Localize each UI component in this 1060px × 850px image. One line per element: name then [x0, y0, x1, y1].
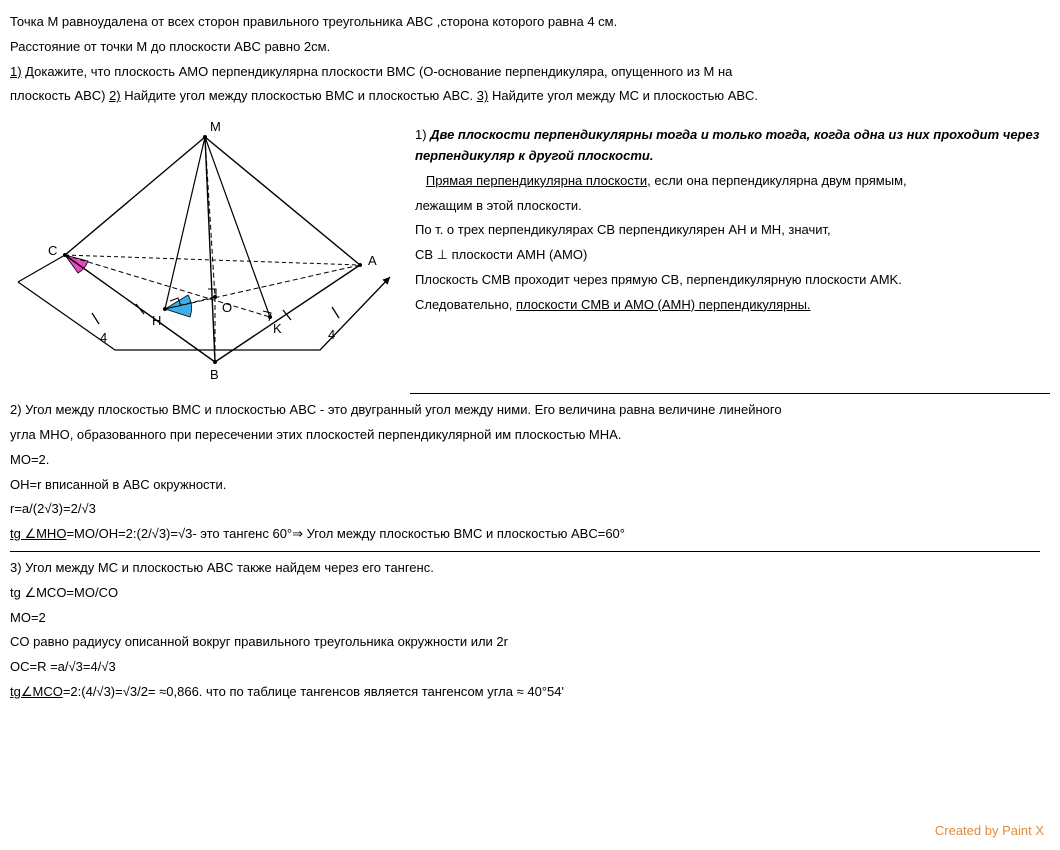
q-text: Найдите угол между плоскостью BMC и плос… [121, 88, 477, 103]
svg-text:A: A [368, 253, 377, 268]
sol-line: Плоскость CMB проходит через прямую CB, … [415, 270, 1050, 291]
footer-credit: Created by Paint X [935, 821, 1044, 842]
sol-num: 1) [415, 127, 430, 142]
problem-statement: Точка М равноудалена от всех сторон прав… [10, 12, 1050, 107]
sol-line: лежащим в этой плоскости. [415, 196, 1050, 217]
sol-line: угла MHO, образованного при пересечении … [10, 425, 1050, 446]
problem-line: Расстояние от точки М до плоскости ABC р… [10, 37, 1050, 58]
q-label: 3) [477, 88, 489, 103]
solution-1: 1) Две плоскости перпендикулярны тогда и… [415, 117, 1050, 319]
svg-text:B: B [210, 367, 219, 382]
q-text: Докажите, что плоскость AMO перпендикуля… [22, 64, 733, 79]
svg-text:K: K [273, 321, 282, 336]
sol-line: 2) Угол между плоскостью BMC и плоскость… [10, 400, 1050, 421]
q-text: Найдите угол между MC и плоскостью ABC. [488, 88, 758, 103]
q-cont: плоскость ABC) [10, 88, 109, 103]
sol-line: r=a/(2√3)=2/√3 [10, 499, 1050, 520]
sol-u: tg∠MCO [10, 684, 63, 699]
sol-line: CO равно радиусу описанной вокруг правил… [10, 632, 1050, 653]
svg-text:C: C [48, 243, 57, 258]
sol-line: MO=2. [10, 450, 1050, 471]
sol-u: tg ∠MHO [10, 526, 66, 541]
problem-line: 1) Докажите, что плоскость AMO перпендик… [10, 62, 1050, 83]
sol-line: CB ⊥ плоскости AMH (AMO) [415, 245, 1050, 266]
svg-text:4: 4 [100, 330, 107, 345]
solution-3: 3) Угол между MC и плоскостью ABC также … [10, 558, 1050, 703]
geometry-diagram: M A C B H O K 4 4 [10, 117, 405, 387]
problem-line: плоскость ABC) 2) Найдите угол между пло… [10, 86, 1050, 107]
sol-line: tg ∠MCO=MO/CO [10, 583, 1050, 604]
q-label: 1) [10, 64, 22, 79]
sol-line: 1) Две плоскости перпендикулярны тогда и… [415, 125, 1050, 167]
sol-line: tg∠MCO=2:(4/√3)=√3/2= ≈0,866. что по таб… [10, 682, 1050, 703]
separator [410, 393, 1050, 394]
sol-rest: =2:(4/√3)=√3/2= ≈0,866. что по таблице т… [63, 684, 564, 699]
perp-text: если она перпендикулярна двум прямым, [651, 173, 907, 188]
svg-text:H: H [152, 313, 161, 328]
theorem-text: Две плоскости перпендикулярны тогда и то… [415, 127, 1039, 163]
sol-line: 3) Угол между MC и плоскостью ABC также … [10, 558, 1050, 579]
q-label: 2) [109, 88, 121, 103]
separator [10, 551, 1040, 552]
problem-line: Точка М равноудалена от всех сторон прав… [10, 12, 1050, 33]
sol-line: OC=R =a/√3=4/√3 [10, 657, 1050, 678]
sol-rest: =MO/OH=2:(2/√3)=√3- это тангенс 60°⇒ Уго… [66, 526, 625, 541]
svg-text:4: 4 [328, 327, 335, 342]
sol-pre: Следовательно, [415, 297, 516, 312]
sol-line: OH=r вписанной в ABC окружности. [10, 475, 1050, 496]
svg-text:M: M [210, 119, 221, 134]
sol-line: Следовательно, плоскости CMB и AMO (AMH)… [415, 295, 1050, 316]
perp-link: Прямая перпендикулярна плоскости, [426, 173, 651, 188]
conclusion-link: плоскости CMB и AMO (AMH) перпендикулярн… [516, 297, 810, 312]
solution-2: 2) Угол между плоскостью BMC и плоскость… [10, 400, 1050, 545]
sol-line: По т. о трех перпендикулярах CB перпенди… [415, 220, 1050, 241]
sol-line: tg ∠MHO=MO/OH=2:(2/√3)=√3- это тангенс 6… [10, 524, 1050, 545]
sol-line: MO=2 [10, 608, 1050, 629]
sol-line: Прямая перпендикулярна плоскости, если о… [415, 171, 1050, 192]
svg-text:O: O [222, 300, 232, 315]
